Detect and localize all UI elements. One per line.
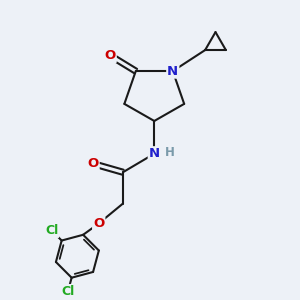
Text: N: N: [149, 147, 160, 160]
Text: Cl: Cl: [61, 285, 75, 298]
Text: O: O: [93, 217, 104, 230]
Text: H: H: [165, 146, 175, 159]
Text: O: O: [87, 157, 99, 170]
Text: O: O: [104, 49, 116, 62]
Text: N: N: [167, 64, 178, 78]
Text: Cl: Cl: [45, 224, 58, 237]
